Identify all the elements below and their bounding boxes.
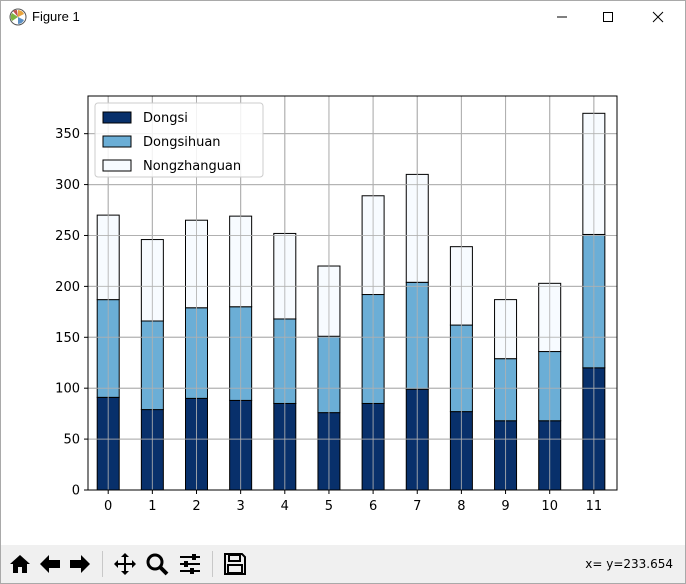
legend-box — [94, 102, 264, 178]
x-tick-label: 6 — [369, 499, 377, 514]
x-tick-label: 4 — [281, 499, 289, 514]
legend-label-dongsihuan: Dongsihuan — [143, 135, 221, 150]
maximize-button[interactable] — [585, 1, 631, 33]
x-tick-label: 9 — [501, 499, 509, 514]
legend-swatch-dongsi — [102, 111, 132, 124]
maximize-icon — [603, 12, 613, 22]
arrow-left-icon — [40, 555, 60, 573]
magnifier-icon — [146, 553, 169, 576]
arrow-right-icon — [70, 555, 90, 573]
x-tick-label: 0 — [104, 499, 112, 514]
configure-subplots-button[interactable] — [176, 550, 204, 578]
y-tick-label: 350 — [55, 127, 80, 142]
y-tick-label: 150 — [55, 331, 80, 346]
x-tick-label: 8 — [457, 499, 465, 514]
legend: Dongsi Dongsihuan Nongzhanguan — [94, 102, 264, 178]
figure-canvas[interactable]: 0 50 100 150 200 250 300 350 0 1 2 3 4 5 6 7 8 9 10 11 Dong… — [1, 33, 685, 545]
pan-button[interactable] — [111, 550, 139, 578]
legend-swatch-nongzhanguan — [102, 159, 132, 172]
title-bar: Figure 1 — [1, 1, 685, 33]
zoom-button[interactable] — [143, 550, 171, 578]
y-tick-label: 300 — [55, 178, 80, 193]
back-button[interactable] — [36, 550, 64, 578]
forward-button[interactable] — [66, 550, 94, 578]
navigation-toolbar: x= y=233.654 — [1, 545, 685, 583]
toolbar-separator — [102, 551, 103, 577]
home-button[interactable] — [6, 550, 34, 578]
axes-frame — [87, 95, 618, 491]
close-icon — [652, 11, 664, 23]
x-tick-label: 1 — [148, 499, 156, 514]
minimize-icon — [557, 16, 567, 18]
x-tick-label: 5 — [325, 499, 333, 514]
move-icon — [114, 553, 136, 575]
toolbar-separator — [212, 551, 213, 577]
legend-label-nongzhanguan: Nongzhanguan — [143, 159, 241, 174]
x-tick-label: 10 — [541, 499, 558, 514]
window-title: Figure 1 — [32, 9, 80, 24]
x-tick-label: 7 — [413, 499, 421, 514]
minimize-button[interactable] — [539, 1, 585, 33]
y-tick-label: 50 — [63, 433, 80, 448]
y-tick-label: 200 — [55, 280, 80, 295]
cursor-coordinates: x= y=233.654 — [585, 557, 673, 571]
sliders-icon — [180, 554, 200, 574]
x-tick-label: 3 — [237, 499, 245, 514]
matplotlib-logo-icon — [9, 8, 27, 26]
y-tick-label: 250 — [55, 229, 80, 244]
close-button[interactable] — [635, 1, 681, 33]
y-tick-label: 100 — [55, 382, 80, 397]
x-tick-label: 2 — [192, 499, 200, 514]
floppy-disk-icon — [224, 553, 246, 575]
x-tick-label: 11 — [586, 499, 603, 514]
y-tick-label: 0 — [72, 484, 80, 499]
save-button[interactable] — [221, 550, 249, 578]
legend-label-dongsi: Dongsi — [143, 111, 188, 126]
legend-swatch-dongsihuan — [102, 135, 132, 148]
stacked-bar-chart: 0 50 100 150 200 250 300 350 0 1 2 3 4 5 6 7 8 9 10 11 Dong… — [55, 95, 618, 514]
home-icon — [10, 555, 30, 573]
